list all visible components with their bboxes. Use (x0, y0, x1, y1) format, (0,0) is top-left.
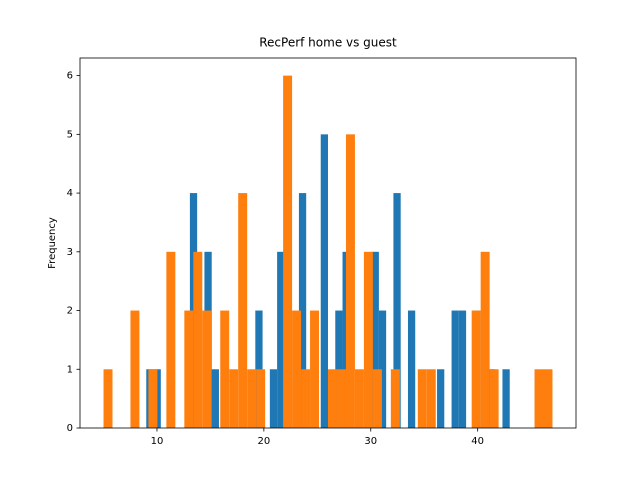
histogram-bar (345, 134, 355, 428)
histogram-bar (480, 251, 490, 428)
histogram-bar (489, 369, 499, 428)
histogram-bar (336, 369, 346, 428)
axes-frame (79, 57, 577, 429)
histogram-bar (229, 369, 239, 428)
histogram-bar (292, 310, 302, 428)
histogram-bar (502, 369, 510, 428)
y-axis-label: Frequency (47, 217, 58, 269)
histogram-bar (220, 310, 230, 428)
histogram-bar (298, 193, 307, 428)
histogram-bar (256, 369, 266, 428)
y-tick-label: 1 (67, 364, 73, 375)
histogram-bar (166, 251, 176, 428)
histogram-bar (426, 369, 436, 428)
plot-area (103, 75, 553, 428)
histogram-bar (393, 193, 401, 428)
histogram-bar (372, 369, 382, 428)
histogram-bar (378, 310, 387, 428)
histogram-bar (320, 134, 328, 428)
histogram-bar (417, 369, 427, 428)
histogram-bar (407, 310, 416, 428)
histogram-bar (193, 251, 203, 428)
histogram-bar (458, 310, 467, 428)
histogram-bar (277, 251, 285, 428)
histogram-bar (247, 369, 257, 428)
histogram-bar (238, 193, 248, 428)
x-tick-label: 40 (471, 436, 484, 447)
histogram-bar (471, 310, 481, 428)
histogram-bar (543, 369, 553, 428)
histogram-bar (184, 310, 194, 428)
y-tick-label: 6 (67, 71, 73, 82)
histogram-bar (534, 369, 544, 428)
histogram-bar (269, 369, 278, 428)
histogram-bar (283, 75, 293, 428)
histogram-bar (103, 369, 113, 428)
histogram-bar (390, 369, 400, 428)
y-tick-label: 4 (67, 188, 73, 199)
y-tick-label: 3 (67, 247, 73, 258)
histogram-bar (437, 369, 445, 428)
histogram-bar (130, 310, 140, 428)
histogram-bar (301, 369, 311, 428)
y-tick-label: 2 (67, 306, 73, 317)
x-tick-label: 20 (257, 436, 270, 447)
histogram-bar (371, 251, 379, 428)
histogram-bar (211, 369, 219, 428)
x-tick-label: 10 (151, 436, 164, 447)
histogram-bar (148, 369, 158, 428)
histogram-bar (328, 369, 337, 428)
histogram-bar (354, 369, 364, 428)
histogram-bar (310, 310, 320, 428)
y-tick-label: 5 (67, 129, 73, 140)
histogram-bar (363, 251, 373, 428)
y-tick-label: 0 (67, 423, 73, 434)
chart-title: RecPerf home vs guest (259, 36, 397, 50)
histogram-bar (451, 310, 459, 428)
histogram-bar (202, 310, 212, 428)
x-tick-label: 30 (364, 436, 377, 447)
